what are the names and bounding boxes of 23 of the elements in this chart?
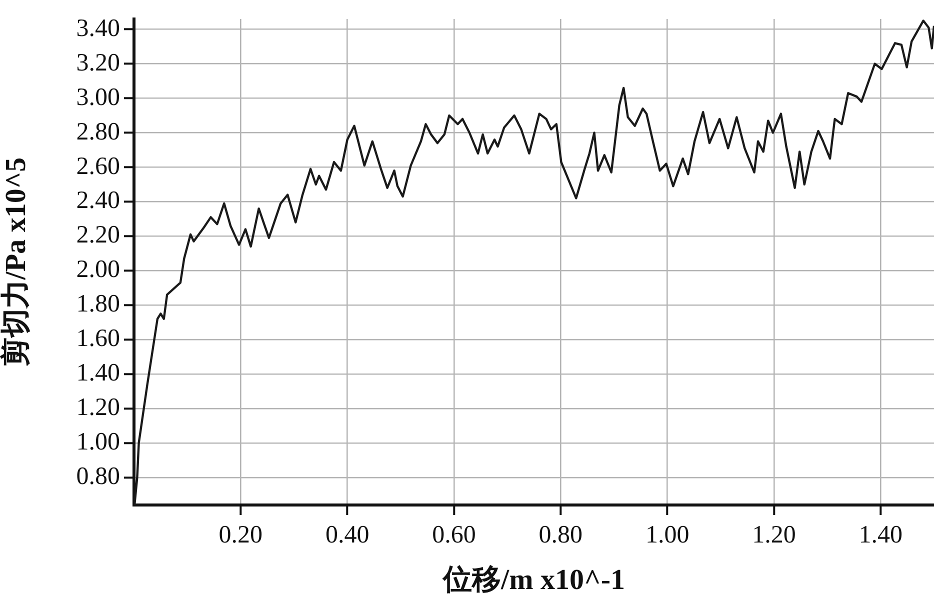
x-tick-label: 0.40 bbox=[325, 522, 370, 549]
x-tick-label: 0.60 bbox=[432, 522, 476, 549]
x-tick-label: 1.00 bbox=[645, 522, 690, 549]
y-tick-label: 1.00 bbox=[76, 428, 120, 456]
y-tick-label: 1.20 bbox=[76, 394, 120, 422]
x-tick-label: 0.20 bbox=[218, 522, 263, 549]
y-tick-label: 2.40 bbox=[76, 187, 120, 214]
y-tick-label: 3.20 bbox=[76, 49, 120, 76]
x-tick-label: 1.20 bbox=[752, 522, 796, 549]
y-tick-label: 1.80 bbox=[76, 290, 120, 318]
y-tick-label: 2.80 bbox=[76, 118, 120, 146]
y-axis-title: 剪切力/Pa x10^5 bbox=[0, 157, 32, 367]
y-tick-label: 2.00 bbox=[76, 256, 120, 284]
y-tick-label: 2.60 bbox=[76, 152, 120, 180]
y-tick-label: 1.40 bbox=[76, 360, 120, 387]
y-tick-label: 3.00 bbox=[76, 84, 120, 111]
y-tick-label: 3.40 bbox=[76, 14, 120, 42]
x-axis-title: 位移/m x10^-1 bbox=[442, 564, 625, 596]
x-tick-label: 1.40 bbox=[858, 522, 903, 549]
y-tick-label: 1.60 bbox=[76, 325, 120, 352]
y-tick-label: 2.20 bbox=[76, 222, 120, 249]
x-tick-label: 0.80 bbox=[538, 522, 583, 549]
y-tick-label: 0.80 bbox=[76, 462, 120, 490]
